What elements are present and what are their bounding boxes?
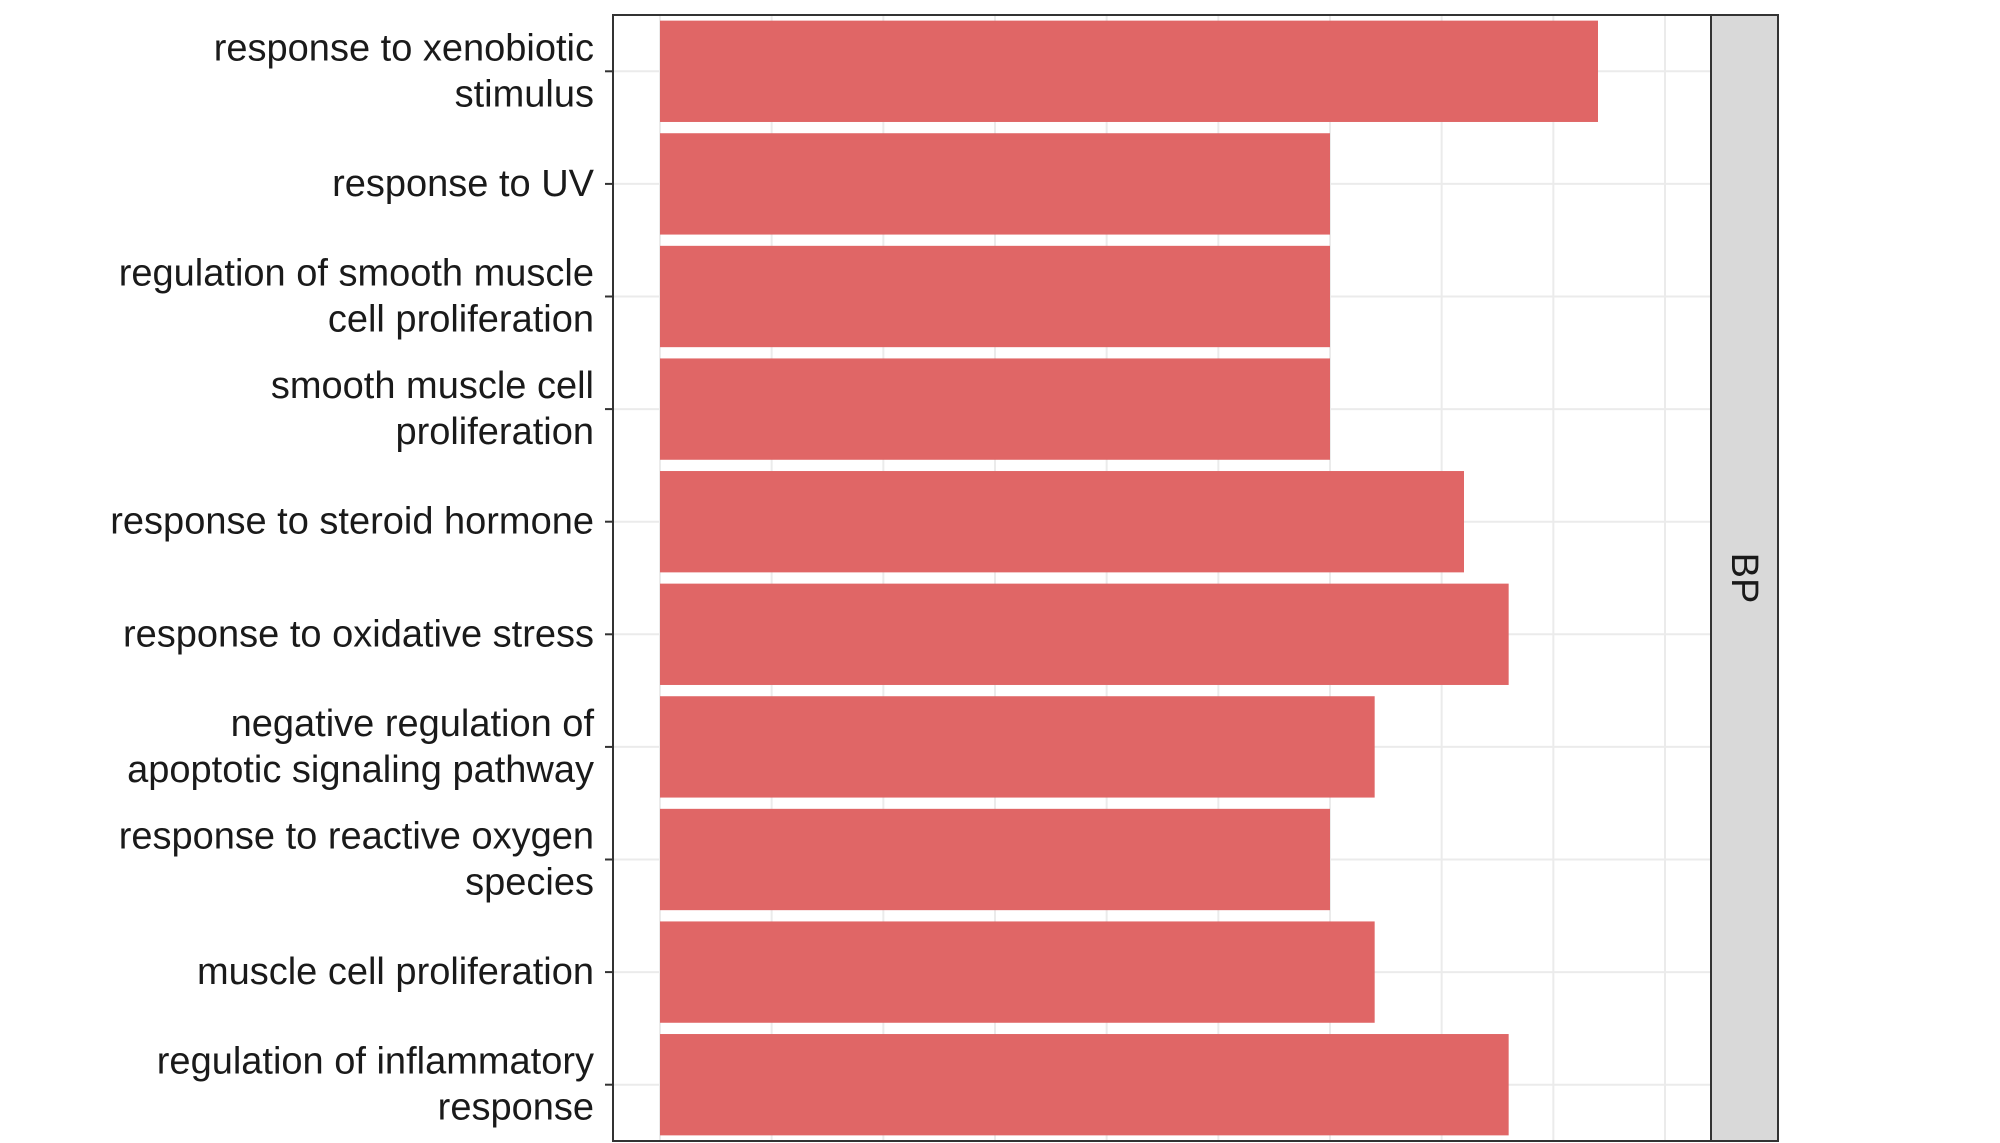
y-tick-label-line: response to oxidative stress: [123, 613, 594, 655]
bar: [660, 696, 1375, 798]
y-tick-label-line: response: [438, 1087, 594, 1129]
y-tick-label-line: cell proliferation: [328, 299, 594, 341]
y-axis-ticks: [605, 70, 613, 1086]
y-tick-label: response to UV: [332, 163, 595, 205]
y-tick-label: negative regulation of apoptotic signalin…: [127, 703, 594, 791]
y-tick-label: muscle cell proliferation: [197, 951, 594, 993]
bars: [660, 20, 1598, 1136]
facet-strip-background: [1710, 14, 1779, 1142]
bar: [660, 133, 1330, 235]
bar: [660, 245, 1330, 348]
y-tick-label-line: negative regulation of: [231, 703, 595, 745]
y-tick-label-line: muscle cell proliferation: [197, 951, 594, 993]
y-tick-label: response to reactive oxygen species: [119, 816, 594, 904]
y-tick-label-line: response to UV: [332, 163, 595, 205]
facet-strip-label: BP: [1723, 553, 1765, 604]
y-tick-label-line: proliferation: [395, 411, 594, 453]
y-tick-label: response to xenobiotic stimulus: [214, 27, 594, 115]
y-tick-label: smooth muscle cell proliferation: [271, 365, 594, 453]
y-tick-label: response to steroid hormone: [110, 501, 594, 543]
bar: [660, 471, 1464, 573]
y-tick-label-line: apoptotic signaling pathway: [127, 749, 594, 791]
bar: [660, 583, 1509, 685]
facet-strip: BP: [1710, 14, 1779, 1142]
y-tick-label: regulation of smooth muscle cell prolifer…: [119, 253, 594, 341]
y-tick-label-line: regulation of inflammatory: [157, 1041, 594, 1083]
y-tick-label-line: species: [465, 862, 594, 904]
y-tick-label-line: stimulus: [455, 73, 594, 115]
y-tick-label-line: regulation of smooth muscle: [119, 253, 594, 295]
y-tick-label-line: response to steroid hormone: [110, 501, 594, 543]
bar: [660, 921, 1375, 1023]
y-tick-label: regulation of inflammatory response: [157, 1041, 594, 1129]
y-tick-label-line: smooth muscle cell: [271, 365, 594, 407]
bar: [660, 808, 1330, 911]
bar: [660, 358, 1330, 460]
bar: [660, 1034, 1509, 1136]
y-tick-label: response to oxidative stress: [123, 613, 594, 655]
y-tick-label-line: response to reactive oxygen: [119, 816, 594, 858]
y-tick-label-line: response to xenobiotic: [214, 27, 594, 69]
bar: [660, 20, 1598, 122]
